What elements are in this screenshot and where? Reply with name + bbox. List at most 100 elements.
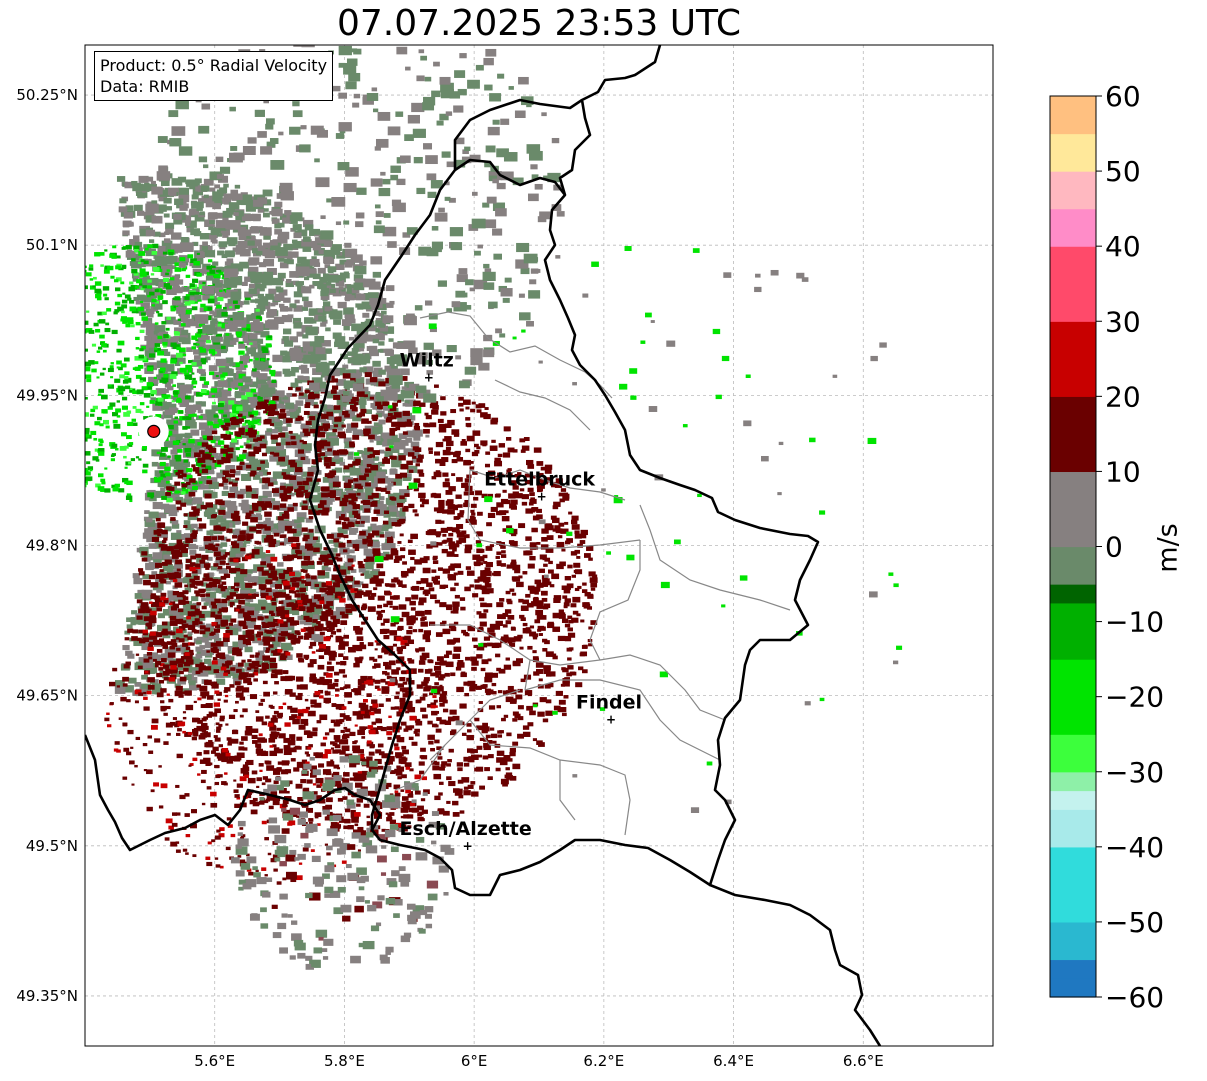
echo-pixel [85,374,92,379]
echo-pixel [487,493,494,498]
echo-pixel [407,700,413,705]
echo-pixel [206,435,213,441]
echo-pixel [147,367,154,372]
echo-pixel [205,703,213,709]
echo-pixel [107,406,113,410]
echo-pixel [178,634,189,642]
echo-pixel [209,519,219,526]
echo-pixel [567,615,573,619]
echo-pixel [242,766,250,772]
echo-pixel [364,473,369,477]
echo-pixel [57,332,60,334]
echo-pixel [273,650,281,656]
echo-pixel [197,719,203,724]
echo-pixel [194,201,204,209]
echo-pixel [99,440,104,444]
echo-pixel [143,416,149,420]
echo-pixel [373,367,383,374]
echo-pixel [312,281,320,287]
echo-pixel [203,536,212,542]
echo-pixel [418,647,425,652]
echo-pixel [541,582,549,587]
echo-pixel [246,569,253,574]
echo-pixel [98,448,105,453]
echo-pixel [183,648,191,654]
echo-pixel [116,366,120,369]
echo-pixel [322,423,330,429]
echo-pixel [249,694,258,700]
echo-pixel [344,818,351,824]
echo-pixel [358,465,370,474]
echo-pixel [240,431,245,436]
echo-pixel [475,540,482,544]
echo-pixel [184,301,191,306]
echo-pixel [232,543,240,549]
echo-pixel [254,283,262,289]
echo-pixel [256,376,267,385]
echo-pixel [175,496,184,503]
echo-pixel [250,344,258,350]
echo-pixel [219,560,226,565]
echo-pixel [250,272,260,279]
echo-pixel [271,650,276,654]
echo-pixel [427,734,435,740]
echo-pixel [241,415,247,420]
echo-pixel [276,607,285,613]
echo-pixel [220,542,228,547]
echo-pixel [266,428,272,433]
echo-pixel [191,523,198,529]
echo-pixel [447,504,455,510]
echo-pixel [220,374,226,378]
echo-pixel [221,500,231,508]
echo-pixel [214,708,221,714]
echo-pixel [300,260,308,266]
echo-pixel [197,409,203,414]
echo-pixel [357,685,365,691]
echo-pixel [562,681,570,687]
echo-pixel [320,550,329,557]
echo-pixel [285,402,295,409]
echo-pixel [179,316,189,323]
echo-pixel [179,534,189,541]
echo-pixel [122,264,127,268]
echo-pixel [140,300,144,304]
echo-pixel [343,494,349,499]
echo-pixel [49,378,54,381]
echo-pixel [316,443,325,449]
echo-pixel [262,212,270,218]
echo-pixel [317,664,325,670]
echo-pixel [150,389,157,395]
echo-pixel [190,228,201,236]
echo-pixel [236,668,242,673]
echo-pixel [289,692,296,697]
echo-pixel [221,389,232,397]
echo-pixel [126,493,132,497]
echo-pixel [27,363,33,367]
echo-pixel [126,480,133,486]
echo-pixel [253,446,262,452]
echo-pixel [575,682,583,688]
echo-pixel [89,413,95,417]
echo-pixel [206,272,214,277]
echo-pixel [264,526,271,531]
echo-pixel [245,474,251,479]
echo-pixel [234,392,242,398]
echo-pixel [398,583,403,587]
echo-pixel [446,537,453,542]
echo-pixel [271,218,280,224]
echo-pixel [465,656,471,661]
echo-pixel [290,382,299,389]
echo-pixel [303,547,311,553]
echo-pixel [191,658,200,665]
echo-pixel [426,544,433,549]
echo-pixel [156,672,163,678]
echo-pixel [51,446,57,450]
echo-pixel [466,734,474,741]
echo-pixel [268,365,272,368]
echo-pixel [177,666,183,670]
echo-pixel [174,562,183,569]
echo-pixel [532,633,539,638]
echo-pixel [232,226,241,233]
echo-pixel [133,272,139,276]
echo-pixel [173,545,180,550]
